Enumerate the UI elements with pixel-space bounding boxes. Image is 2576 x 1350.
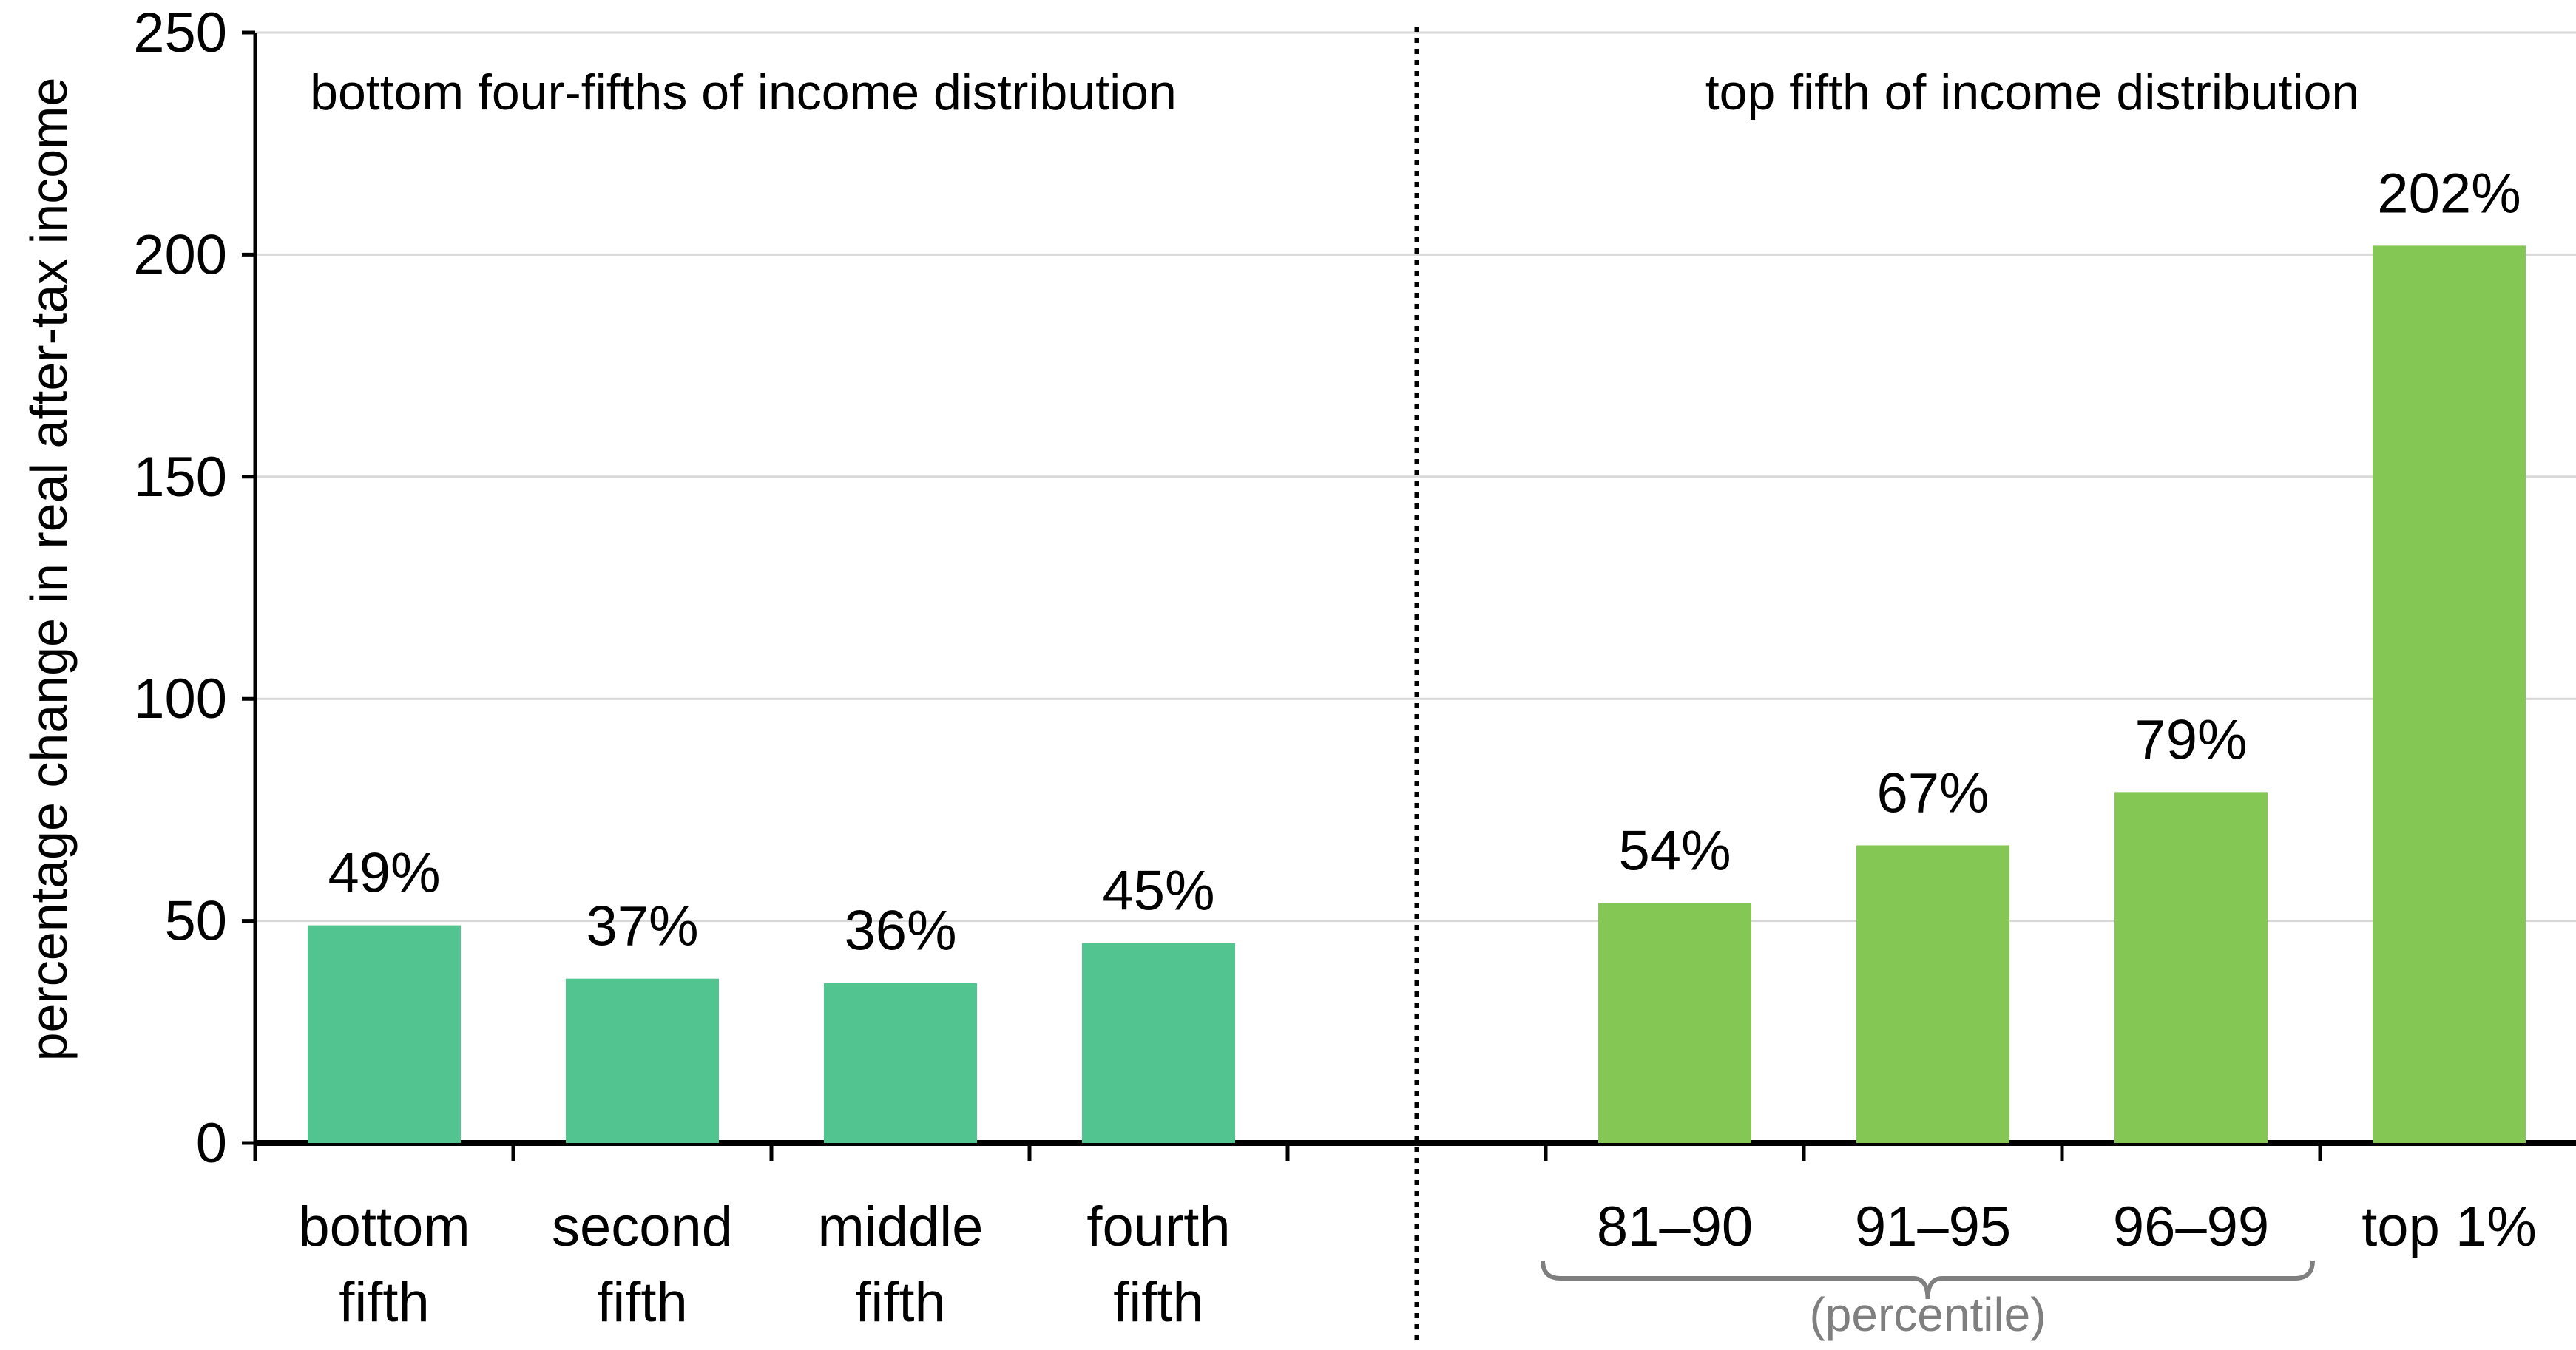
bar bbox=[1856, 845, 2009, 1143]
labels: percentage change in real after-tax inco… bbox=[20, 1, 2537, 1341]
x-tick-label: fifth bbox=[339, 1271, 430, 1334]
y-tick-label: 0 bbox=[196, 1112, 227, 1175]
bar-value-label: 45% bbox=[1102, 860, 1214, 923]
x-tick-label: 81–90 bbox=[1597, 1195, 1753, 1258]
bar bbox=[824, 983, 977, 1143]
x-tick-label: 96–99 bbox=[2113, 1195, 2269, 1258]
bar bbox=[566, 978, 719, 1143]
y-tick-label: 150 bbox=[133, 446, 227, 509]
bar-value-label: 37% bbox=[586, 895, 698, 958]
bar-value-label: 54% bbox=[1618, 820, 1731, 883]
y-tick-label: 50 bbox=[164, 890, 227, 953]
x-tick-label: fifth bbox=[597, 1271, 688, 1334]
section-label-top: top fifth of income distribution bbox=[1705, 64, 2359, 121]
bar-value-label: 36% bbox=[844, 900, 956, 963]
x-tick-label: middle bbox=[818, 1195, 984, 1258]
bar-value-label: 49% bbox=[328, 842, 440, 905]
bar bbox=[1082, 943, 1235, 1143]
x-tick-label: fifth bbox=[855, 1271, 946, 1334]
bar bbox=[2373, 245, 2526, 1143]
bar-value-label: 202% bbox=[2377, 162, 2521, 225]
x-tick-label: second bbox=[552, 1195, 733, 1258]
bar-value-label: 67% bbox=[1876, 762, 1989, 824]
percentile-bracket bbox=[1541, 1260, 2315, 1300]
bars bbox=[308, 245, 2526, 1143]
bar bbox=[1598, 903, 1751, 1143]
axes bbox=[242, 27, 2576, 1344]
bar-value-label: 79% bbox=[2134, 708, 2247, 771]
x-tick-label: bottom bbox=[298, 1195, 470, 1258]
x-tick-label: 91–95 bbox=[1855, 1195, 2011, 1258]
y-axis-title: percentage change in real after-tax inco… bbox=[20, 78, 78, 1062]
x-tick-label: fourth bbox=[1086, 1195, 1230, 1258]
bar bbox=[2114, 792, 2268, 1143]
percentile-bracket-label: (percentile) bbox=[1809, 1288, 2046, 1341]
y-tick-label: 250 bbox=[133, 1, 227, 64]
x-tick-label: fifth bbox=[1113, 1271, 1204, 1334]
grid-lines bbox=[255, 31, 2576, 923]
x-tick-label: top 1% bbox=[2362, 1195, 2537, 1258]
section-label-bottom: bottom four-fifths of income distributio… bbox=[310, 64, 1177, 121]
y-tick-label: 100 bbox=[133, 668, 227, 730]
y-tick-label: 200 bbox=[133, 223, 227, 286]
bar bbox=[308, 925, 461, 1143]
